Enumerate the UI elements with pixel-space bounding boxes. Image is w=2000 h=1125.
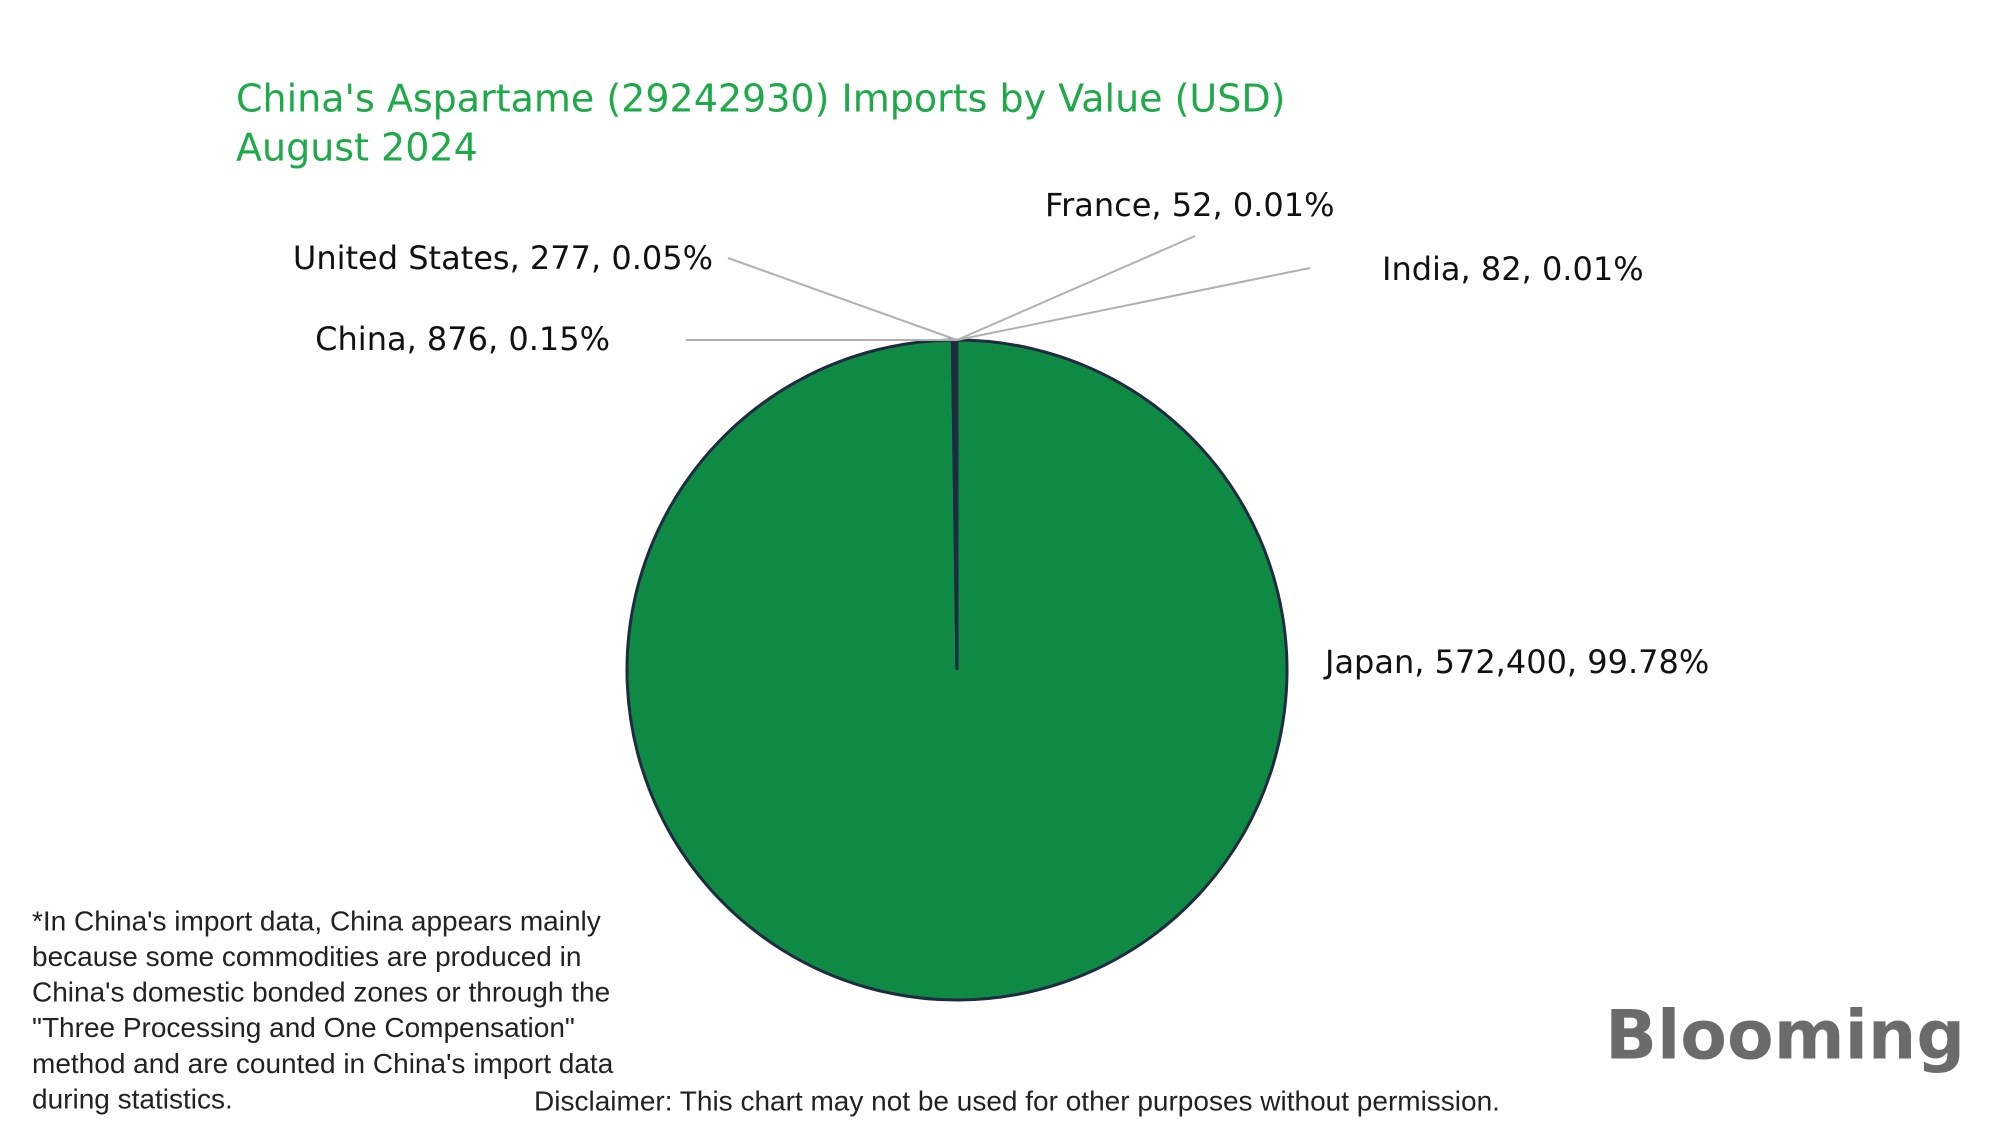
data-label: China, 876, 0.15% bbox=[315, 320, 610, 358]
label-value: , 277, 0.05% bbox=[510, 239, 713, 277]
data-label: India, 82, 0.01% bbox=[1382, 250, 1644, 288]
pie bbox=[625, 338, 1289, 1002]
leader-line bbox=[956, 235, 1196, 341]
leader-line bbox=[727, 257, 958, 341]
footnote-line: China's domestic bonded zones or through… bbox=[32, 977, 610, 1008]
label-category: France bbox=[1045, 186, 1151, 224]
label-category: India bbox=[1382, 250, 1461, 288]
chart-title: China's Aspartame (29242930) Imports by … bbox=[236, 77, 1285, 121]
footnote-line: "Three Processing and One Compensation" bbox=[32, 1012, 575, 1043]
data-label: Japan, 572,400, 99.78% bbox=[1323, 643, 1709, 681]
label-value: , 572,400, 99.78% bbox=[1414, 643, 1709, 681]
label-category: United States bbox=[293, 239, 510, 277]
footnote-line: *In China's import data, China appears m… bbox=[32, 905, 601, 936]
footnote-line: method and are counted in China's import… bbox=[32, 1048, 614, 1079]
footnote-line: because some commodities are produced in bbox=[32, 941, 581, 972]
label-value: , 52, 0.01% bbox=[1151, 186, 1334, 224]
chart-subtitle: August 2024 bbox=[236, 126, 478, 170]
footnote-line: during statistics. bbox=[32, 1083, 233, 1114]
label-category: China bbox=[315, 320, 406, 358]
data-label: United States, 277, 0.05% bbox=[293, 239, 713, 277]
logo: Blooming bbox=[1605, 997, 1965, 1076]
label-value: , 82, 0.01% bbox=[1461, 250, 1644, 288]
data-label: France, 52, 0.01% bbox=[1045, 186, 1334, 224]
leader-line bbox=[956, 267, 1311, 341]
label-value: , 876, 0.15% bbox=[407, 320, 610, 358]
label-category: Japan bbox=[1323, 643, 1414, 681]
disclaimer: Disclaimer: This chart may not be used f… bbox=[534, 1085, 1500, 1116]
